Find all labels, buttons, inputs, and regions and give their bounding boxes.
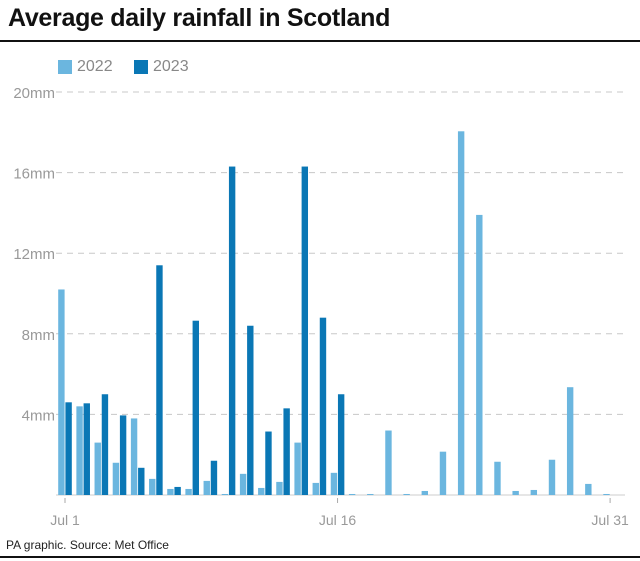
bar-2022-jul-28 — [548, 459, 556, 495]
bar-2022-jul-1 — [58, 289, 65, 495]
bar-2023-jul-13 — [283, 408, 290, 495]
legend-item-2023: 2023 — [134, 58, 189, 76]
bar-2023-jul-12 — [265, 431, 272, 495]
bar-2022-jul-26 — [512, 490, 519, 495]
x-tick-label: Jul 16 — [319, 512, 357, 528]
bar-2022-jul-23 — [457, 131, 465, 496]
x-tick-label: Jul 1 — [50, 512, 80, 528]
bar-2022-jul-10 — [221, 493, 229, 495]
bar-2022-jul-17 — [348, 493, 356, 495]
bar-2023-jul-14 — [301, 166, 309, 495]
y-tick-label: 20mm — [13, 85, 55, 102]
bar-2022-jul-15 — [312, 482, 319, 495]
bar-2023-jul-1 — [65, 402, 72, 495]
bar-2022-jul-12 — [258, 487, 265, 495]
bar-2022-jul-8 — [185, 488, 192, 495]
bar-2022-jul-9 — [203, 480, 210, 495]
y-tick-label: 4mm — [22, 407, 55, 424]
bar-2022-jul-22 — [439, 451, 447, 495]
y-tick-label: 16mm — [13, 166, 55, 183]
legend-swatch-2022 — [58, 60, 72, 74]
bar-2022-jul-6 — [149, 478, 156, 495]
bar-2023-jul-11 — [247, 325, 254, 495]
bar-2023-jul-2 — [83, 403, 90, 495]
bar-2023-jul-6 — [156, 265, 163, 495]
title-rule — [0, 40, 640, 42]
bar-2023-jul-4 — [119, 415, 127, 495]
bar-2022-jul-24 — [476, 214, 483, 496]
bar-2023-jul-5 — [138, 467, 145, 495]
legend-item-2022: 2022 — [58, 58, 113, 76]
bar-2023-jul-10 — [228, 166, 236, 495]
bar-2022-jul-20 — [403, 493, 410, 495]
y-tick-label: 8mm — [22, 327, 55, 344]
bar-2022-jul-7 — [167, 488, 174, 495]
bar-2023-jul-7 — [174, 486, 181, 495]
bar-2022-jul-11 — [239, 473, 247, 495]
bar-2022-jul-30 — [585, 483, 592, 495]
legend-label-2022: 2022 — [77, 58, 113, 75]
bar-2022-jul-4 — [112, 462, 120, 495]
bar-2022-jul-25 — [494, 461, 501, 495]
x-tick-label: Jul 31 — [591, 512, 629, 528]
bar-2023-jul-15 — [319, 317, 327, 495]
chart-title: Average daily rainfall in Scotland — [8, 4, 391, 32]
bar-2022-jul-3 — [94, 442, 101, 495]
bar-2023-jul-3 — [101, 394, 109, 495]
bar-2022-jul-18 — [367, 493, 374, 495]
bar-2022-jul-2 — [76, 406, 83, 495]
y-tick-label: 12mm — [13, 246, 55, 263]
legend-swatch-2023 — [134, 60, 148, 74]
bar-2022-jul-21 — [421, 490, 428, 495]
bar-2022-jul-13 — [276, 481, 283, 495]
bar-2022-jul-16 — [330, 472, 338, 495]
bar-2022-jul-29 — [566, 387, 574, 495]
bottom-rule — [0, 556, 640, 558]
bar-2022-jul-14 — [294, 442, 301, 495]
bar-2023-jul-16 — [337, 394, 345, 495]
legend-label-2023: 2023 — [153, 58, 189, 75]
bar-2023-jul-8 — [192, 320, 199, 495]
bar-2022-jul-5 — [130, 418, 138, 495]
bar-2023-jul-9 — [210, 460, 218, 495]
bar-2022-jul-27 — [530, 489, 538, 495]
bar-2022-jul-19 — [385, 430, 392, 495]
source-note: PA graphic. Source: Met Office — [6, 538, 169, 552]
bar-2022-jul-31 — [603, 493, 610, 495]
